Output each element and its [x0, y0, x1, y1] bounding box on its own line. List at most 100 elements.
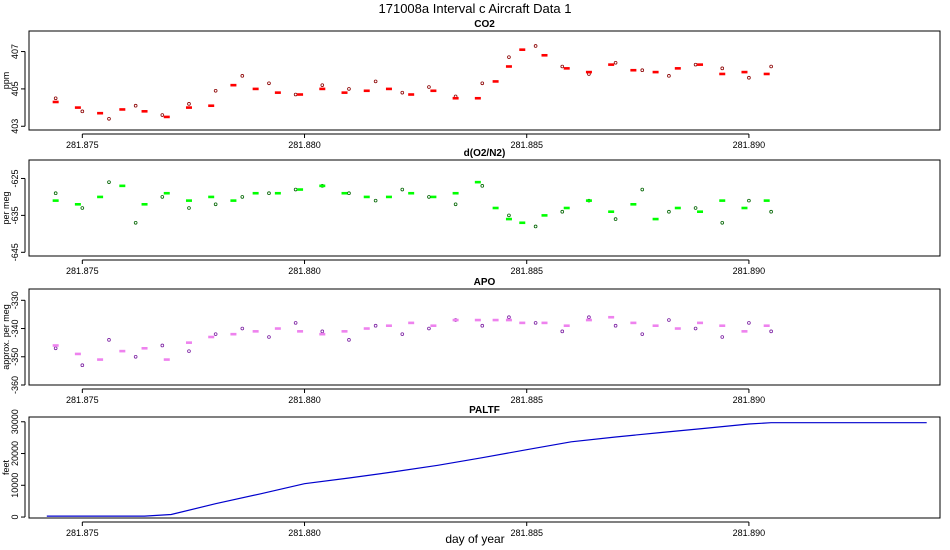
y-tick-label: 0 [10, 515, 20, 520]
panel-title: d(O2/N2) [464, 148, 506, 159]
y-axis-label: ppm [1, 72, 11, 90]
data-point [720, 220, 725, 225]
data-point [507, 213, 511, 218]
data-point [133, 354, 138, 359]
data-point [769, 209, 773, 214]
x-axis-label: day of year [445, 532, 504, 546]
data-point [213, 88, 218, 93]
data-point [293, 187, 298, 192]
panel-title: CO2 [474, 19, 495, 30]
y-tick-label: -645 [10, 243, 20, 261]
data-point [240, 74, 245, 78]
y-axis-label: feet [1, 459, 11, 475]
data-point [693, 62, 698, 67]
data-point [613, 323, 618, 328]
panel-0: CO2 ppm 281.875 281.880 281.885 281.890 403 405… [1, 19, 941, 150]
x-tick-label: 281.890 [733, 266, 766, 276]
data-point [560, 329, 565, 334]
y-tick-label: -635 [10, 206, 20, 224]
data-point [187, 349, 191, 353]
data-point [267, 335, 271, 339]
panel-1: d(O2/N2) per meg 281.875 281.880 281.885 281.… [1, 148, 941, 276]
x-tick-label: 281.890 [733, 395, 766, 405]
main-title: 171008a Interval c Aircraft Data 1 [379, 1, 572, 16]
data-point [213, 332, 218, 336]
y-tick-label: 10000 [10, 473, 20, 498]
data-point [613, 60, 618, 65]
data-point [769, 329, 773, 334]
plot-frame [28, 159, 941, 257]
data-point [533, 224, 538, 229]
data-point [507, 55, 511, 59]
data-point [427, 85, 431, 89]
data-point [107, 180, 111, 184]
x-tick-label: 281.880 [288, 528, 321, 538]
data-point [373, 198, 378, 203]
data-point [160, 343, 165, 348]
y-axis-label: per meg [1, 191, 11, 224]
panel-3: PALTF feet 281.875 281.880 281.885 281.890 0 10… [1, 405, 941, 538]
data-point [613, 217, 618, 221]
data-point [400, 90, 405, 95]
x-tick-label: 281.885 [510, 395, 543, 405]
plot-frame [28, 30, 941, 131]
x-tick-label: 281.875 [66, 395, 99, 405]
series-1 [52, 180, 770, 225]
data-point [667, 318, 671, 322]
data-point [347, 338, 351, 342]
data-point [373, 323, 378, 328]
data-point [213, 202, 218, 207]
x-tick-label: 281.885 [510, 528, 543, 538]
series-0 [53, 315, 773, 368]
data-point [747, 321, 751, 325]
y-tick-label: 30000 [10, 409, 20, 434]
data-point [769, 64, 773, 69]
x-tick-label: 281.880 [288, 266, 321, 276]
data-point [80, 109, 85, 114]
data-point [533, 321, 538, 325]
data-point [293, 92, 298, 97]
data-point [720, 335, 725, 339]
y-tick-label: -360 [10, 376, 20, 394]
x-tick-label: 281.875 [66, 266, 99, 276]
data-point [693, 326, 698, 331]
data-point [640, 187, 645, 192]
data-point [53, 346, 58, 351]
series-0 [53, 180, 773, 229]
x-tick-label: 281.875 [66, 528, 99, 538]
data-point [480, 184, 485, 188]
x-tick-label: 281.885 [510, 140, 543, 150]
series-1 [52, 315, 770, 361]
data-point [267, 81, 271, 86]
data-point [400, 187, 405, 192]
data-point [667, 74, 671, 78]
data-point [80, 363, 85, 368]
data-point [480, 323, 485, 328]
data-point [240, 326, 245, 331]
x-tick-label: 281.880 [288, 395, 321, 405]
data-point [320, 83, 325, 87]
data-point [507, 315, 511, 320]
data-point [747, 75, 751, 80]
x-tick-label: 281.880 [288, 140, 321, 150]
series-line [46, 422, 927, 517]
x-tick-label: 281.890 [733, 140, 766, 150]
data-point [107, 116, 111, 121]
data-point [187, 206, 191, 210]
data-point [480, 81, 485, 86]
data-point [133, 103, 138, 108]
plot-frame [28, 416, 941, 519]
y-tick-label: -350 [10, 348, 20, 366]
y-tick-label: 407 [10, 44, 20, 59]
panel-title: PALTF [469, 405, 500, 416]
data-point [667, 209, 671, 214]
data-point [267, 191, 271, 196]
data-point [400, 332, 405, 336]
data-point [347, 87, 351, 91]
data-point [693, 206, 698, 210]
y-axis-label: approx. per meg [1, 304, 11, 370]
data-point [373, 79, 378, 84]
y-tick-label: -330 [10, 291, 20, 309]
x-tick-label: 281.885 [510, 266, 543, 276]
data-point [427, 326, 431, 331]
